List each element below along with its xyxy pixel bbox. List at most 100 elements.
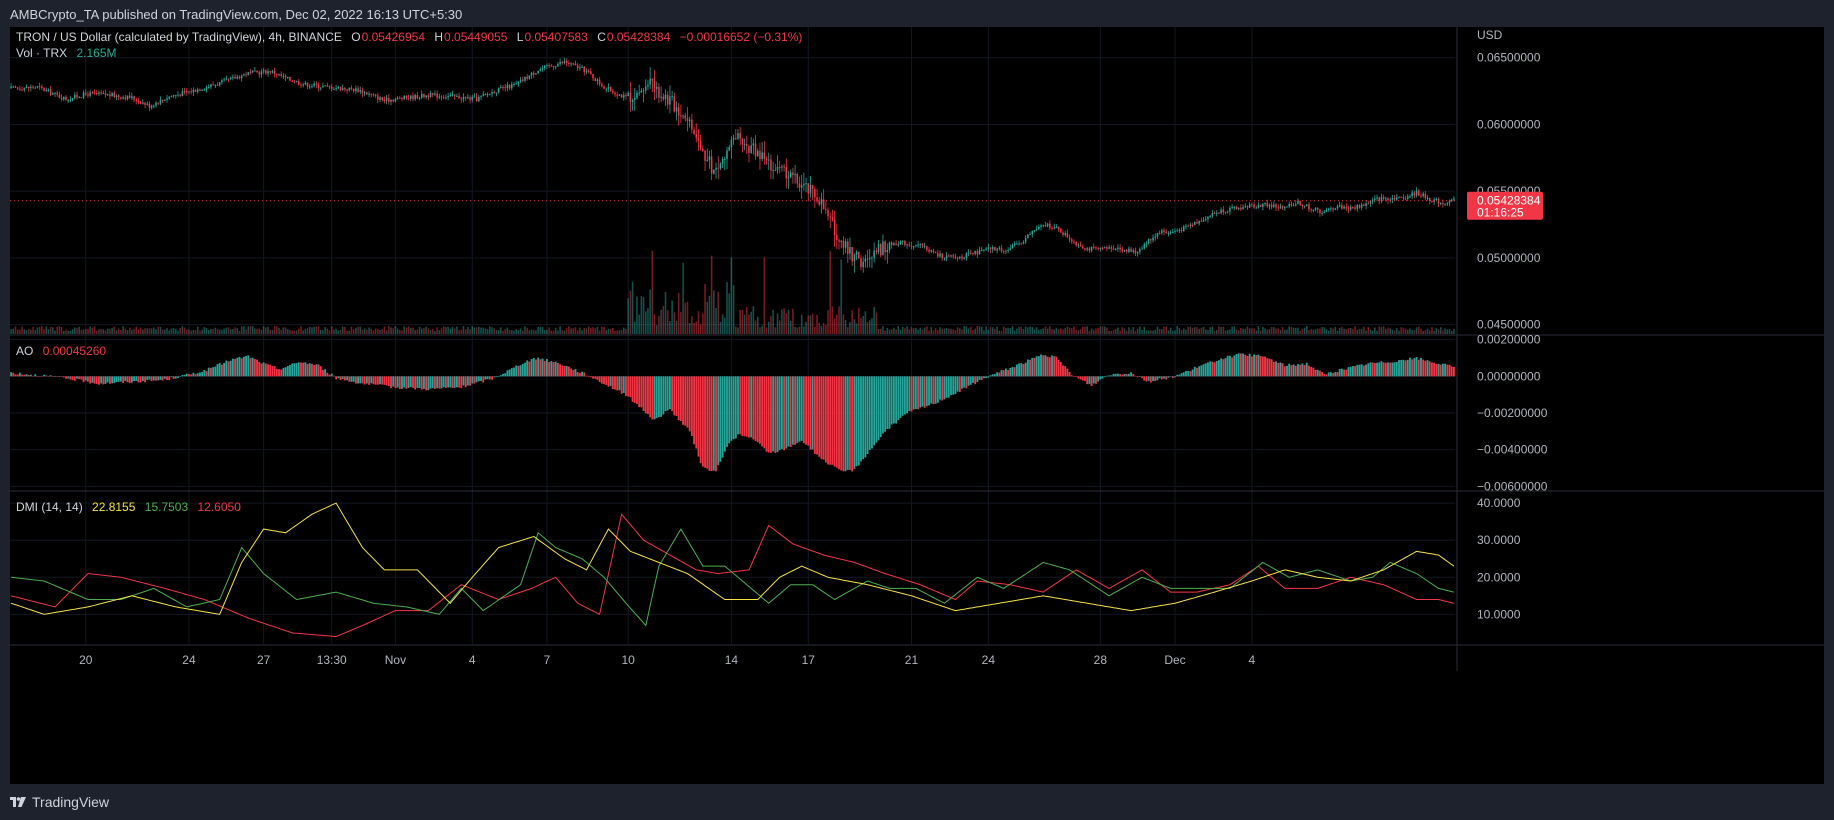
ao-bar xyxy=(1097,376,1100,382)
volume-bar xyxy=(462,326,465,334)
volume-bar xyxy=(1020,326,1023,334)
ao-bar xyxy=(148,376,151,380)
volume-bar xyxy=(572,328,575,334)
volume-bar xyxy=(1387,327,1389,334)
ao-bar xyxy=(1290,365,1293,377)
candle-body xyxy=(1051,227,1053,229)
ao-bar xyxy=(561,365,564,377)
candle-body xyxy=(295,81,298,83)
candle-body xyxy=(967,252,970,254)
volume-bar xyxy=(504,328,506,334)
volume-bar xyxy=(807,315,810,334)
ao-bar xyxy=(658,376,660,417)
volume-bar xyxy=(150,328,153,334)
ao-bar xyxy=(1141,376,1143,379)
chart-frame[interactable]: USD 0.06500000 0.06000000 0.05500000 0.05000… xyxy=(10,27,1824,784)
candle-body xyxy=(833,219,836,236)
volume-bar xyxy=(322,330,324,334)
ao-bar xyxy=(914,376,917,410)
ao-bar xyxy=(300,362,302,377)
candle-body xyxy=(330,86,333,90)
volume-bar xyxy=(60,327,63,334)
candle-body xyxy=(267,71,269,74)
candle-body xyxy=(1286,206,1288,208)
candle-body xyxy=(271,70,274,73)
volume-bar xyxy=(1332,328,1334,334)
candle-body xyxy=(427,95,430,98)
candle-body xyxy=(550,65,553,67)
ao-bar xyxy=(315,364,318,377)
ao-bar xyxy=(157,376,160,381)
candle-body xyxy=(899,241,902,245)
candle-body xyxy=(879,244,882,256)
chart-canvas[interactable]: USD0.065000000.060000000.055000000.05000… xyxy=(10,27,1824,784)
volume-bar xyxy=(159,326,162,334)
volume-bar xyxy=(458,330,460,334)
ao-bar xyxy=(772,376,775,452)
y-tick-label: 0.05000000 xyxy=(1477,251,1541,265)
tradingview-logo[interactable]: TradingView xyxy=(10,794,109,810)
volume-bar xyxy=(1158,328,1161,334)
ao-bar xyxy=(14,374,17,377)
volume-bar xyxy=(1220,327,1222,334)
ao-bar xyxy=(1264,356,1266,377)
candle-body xyxy=(710,156,713,174)
candle-body xyxy=(1303,205,1306,207)
candle-body xyxy=(473,96,476,98)
volume-bar xyxy=(1049,326,1051,334)
volume-bar xyxy=(205,327,208,334)
volume-bar xyxy=(519,328,522,334)
ao-bar xyxy=(1213,362,1216,377)
ao-bar xyxy=(302,362,305,377)
ao-bar xyxy=(1351,366,1354,377)
candle-body xyxy=(1062,232,1064,235)
candle-body xyxy=(93,92,96,94)
volume-bar xyxy=(183,327,186,334)
candle-body xyxy=(1284,207,1286,209)
ao-bar xyxy=(460,376,463,388)
volume-bar xyxy=(778,320,781,334)
candle-body xyxy=(1027,234,1029,238)
ao-bar xyxy=(383,376,386,385)
volume-bar xyxy=(1424,330,1427,334)
dmi-plus-value: 15.7503 xyxy=(144,500,189,514)
candle-body xyxy=(65,96,67,101)
candle-body xyxy=(161,99,164,101)
ao-bar xyxy=(183,374,186,377)
volume-bar xyxy=(199,330,201,334)
ao-bar xyxy=(1402,359,1405,377)
volume-bar xyxy=(1431,327,1433,334)
ao-bar xyxy=(137,376,140,383)
volume-bar xyxy=(1363,326,1365,334)
candle-body xyxy=(1244,206,1247,208)
candle-body xyxy=(1161,230,1163,234)
volume-bar xyxy=(1393,330,1396,334)
ao-bar xyxy=(1191,369,1194,377)
volume-bar xyxy=(1211,326,1214,334)
ao-bar xyxy=(1123,373,1126,377)
volume-bar xyxy=(627,298,629,334)
candle-body xyxy=(1154,236,1157,238)
volume-bar xyxy=(708,295,711,334)
candle-body xyxy=(1158,232,1161,234)
ao-bar xyxy=(71,376,74,381)
volume-bar xyxy=(243,326,245,334)
candle-body xyxy=(781,166,783,168)
ao-bar xyxy=(1189,371,1192,377)
candle-body xyxy=(260,71,263,75)
candle-body xyxy=(855,251,858,255)
ao-bar xyxy=(247,355,250,377)
candle-body xyxy=(728,147,730,151)
candle-body xyxy=(350,87,353,89)
ao-bar xyxy=(719,376,722,462)
candle-body xyxy=(139,101,142,104)
volume-bar xyxy=(653,314,656,334)
ao-bar xyxy=(699,376,702,464)
ao-bar xyxy=(1338,368,1341,377)
volume-bar xyxy=(1106,327,1108,334)
candle-body xyxy=(475,96,478,102)
volume-bar xyxy=(636,296,638,334)
volume-bar xyxy=(945,327,948,334)
candle-body xyxy=(177,94,179,96)
ao-bar xyxy=(111,376,114,384)
